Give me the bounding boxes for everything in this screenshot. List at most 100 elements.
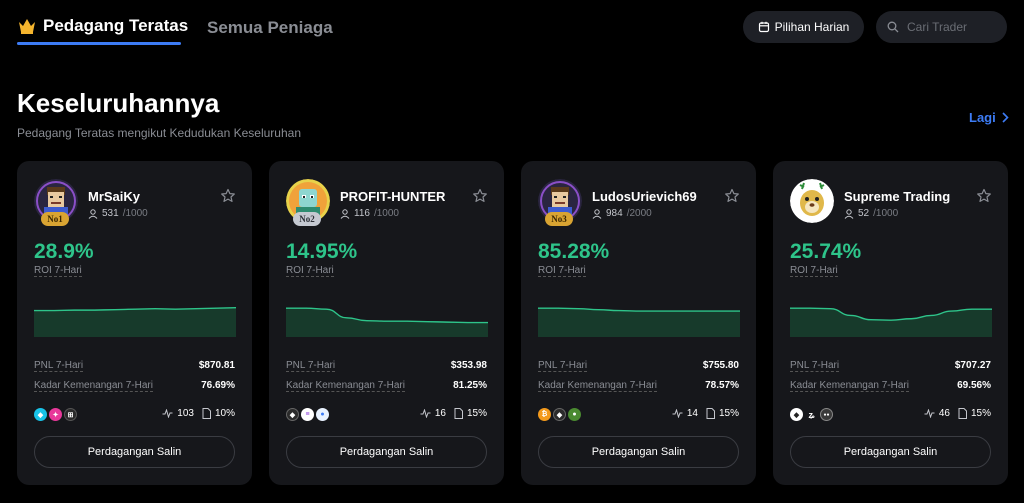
pnl-value: $870.81 <box>198 360 235 371</box>
pnl-label: PNL 7-Hari <box>538 360 588 372</box>
roi-label: ROI 7-Hari <box>34 265 82 277</box>
trade-stats: 16 15% <box>420 408 487 419</box>
pepe-icon: ● <box>568 408 581 421</box>
sparkline-line <box>34 307 236 312</box>
follower-max: /1000 <box>373 208 399 219</box>
sparkline-line <box>790 307 992 321</box>
win-rate-value: 81.25% <box>453 380 487 391</box>
pnl-label: PNL 7-Hari <box>34 360 84 372</box>
activity-icon <box>162 409 173 418</box>
roi-sparkline <box>790 307 992 337</box>
win-rate-label: Kadar Kemenangan 7-Hari <box>34 380 153 392</box>
trader-name[interactable]: LudosUrievich69 <box>592 189 697 204</box>
rank-badge: No1 <box>41 212 69 226</box>
star-icon[interactable] <box>976 188 992 204</box>
daily-picks-label: Pilihan Harian <box>774 20 850 34</box>
user-icon <box>844 208 854 219</box>
trader-name[interactable]: Supreme Trading <box>844 189 951 204</box>
active-tab-indicator <box>17 42 181 45</box>
profit-share: 15% <box>970 408 991 419</box>
sparkline-area <box>286 308 488 337</box>
copy-trade-button[interactable]: Perdagangan Salin <box>538 436 739 468</box>
win-rate-label: Kadar Kemenangan 7-Hari <box>538 380 657 392</box>
rank-badge: No3 <box>545 212 573 226</box>
win-rate-value: 78.57% <box>705 380 739 391</box>
activity-icon <box>672 409 683 418</box>
solana-icon: ≡ <box>301 408 314 421</box>
ethereum-icon: ◆ <box>286 408 299 421</box>
trade-count: 103 <box>177 408 194 419</box>
copy-trade-button[interactable]: Perdagangan Salin <box>286 436 487 468</box>
sparkline-line <box>538 307 740 312</box>
follower-count: 531/1000 <box>88 208 148 219</box>
pnl-value: $353.98 <box>450 360 487 371</box>
win-rate-value: 69.56% <box>957 380 991 391</box>
sparkline-area <box>34 307 236 337</box>
trade-stats: 46 15% <box>924 408 991 419</box>
calendar-icon <box>758 21 769 33</box>
follower-max: /1000 <box>873 208 899 219</box>
section-title: Keseluruhannya <box>17 88 220 118</box>
trader-card[interactable]: No1 MrSaiKy 531/1000 28.9% ROI 7-Hari PN… <box>17 161 252 485</box>
coin-list: ₿ ◆ ● <box>538 408 581 421</box>
search-box[interactable] <box>876 11 1007 43</box>
trader-card[interactable]: No3 LudosUrievich69 984/2000 85.28% ROI … <box>521 161 756 485</box>
document-icon <box>706 408 715 419</box>
follower-count: 52/1000 <box>844 208 898 219</box>
top-nav: Pedagang Teratas Semua Peniaga Pilihan H… <box>0 0 1024 56</box>
roi-sparkline <box>34 307 236 337</box>
trade-count: 14 <box>686 408 698 419</box>
chevron-right-icon <box>1002 112 1009 123</box>
trade-stats: 103 10% <box>162 408 235 419</box>
coin-list: ◆ ʑ ●● <box>790 408 833 421</box>
water-drop-icon: ● <box>316 408 329 421</box>
trade-stats: 14 15% <box>672 408 739 419</box>
roi-value: 85.28% <box>538 240 610 263</box>
roi-sparkline <box>286 307 488 337</box>
trader-name[interactable]: MrSaiKy <box>88 189 141 204</box>
roi-label: ROI 7-Hari <box>790 265 838 277</box>
pink-token-icon: ✦ <box>49 408 62 421</box>
user-icon <box>592 208 602 219</box>
trade-count: 46 <box>938 408 950 419</box>
tab-top-traders[interactable]: Pedagang Teratas <box>17 16 188 36</box>
more-link[interactable]: Lagi <box>969 110 1009 125</box>
copy-trade-button[interactable]: Perdagangan Salin <box>34 436 235 468</box>
follower-current: 531 <box>102 208 119 219</box>
activity-icon <box>420 409 431 418</box>
user-icon <box>340 208 350 219</box>
trader-card[interactable]: No2 PROFIT-HUNTER 116/1000 14.95% ROI 7-… <box>269 161 504 485</box>
profit-share: 15% <box>718 408 739 419</box>
follower-current: 52 <box>858 208 870 219</box>
follower-current: 984 <box>606 208 623 219</box>
coin-list: ◆ ≡ ● <box>286 408 329 421</box>
trader-name[interactable]: PROFIT-HUNTER <box>340 189 446 204</box>
document-icon <box>958 408 967 419</box>
follower-max: /1000 <box>122 208 148 219</box>
roi-value: 28.9% <box>34 240 94 263</box>
toncoin-icon: ◆ <box>34 408 47 421</box>
crown-icon <box>19 19 35 34</box>
star-icon[interactable] <box>220 188 236 204</box>
section-subtitle: Pedagang Teratas mengikut Kedudukan Kese… <box>17 126 301 140</box>
bitcoin-icon: ₿ <box>538 408 551 421</box>
star-icon[interactable] <box>472 188 488 204</box>
pnl-label: PNL 7-Hari <box>286 360 336 372</box>
star-icon[interactable] <box>724 188 740 204</box>
profit-share: 10% <box>214 408 235 419</box>
trader-card[interactable]: Supreme Trading 52/1000 25.74% ROI 7-Har… <box>773 161 1008 485</box>
activity-icon <box>924 409 935 418</box>
pnl-value: $707.27 <box>954 360 991 371</box>
ethereum-icon: ◆ <box>553 408 566 421</box>
sparkline-area <box>790 308 992 337</box>
daily-picks-button[interactable]: Pilihan Harian <box>743 11 864 43</box>
tab-all-traders[interactable]: Semua Peniaga <box>207 18 333 37</box>
pnl-label: PNL 7-Hari <box>790 360 840 372</box>
roi-label: ROI 7-Hari <box>286 265 334 277</box>
pnl-value: $755.80 <box>702 360 739 371</box>
sparkline-area <box>538 308 740 337</box>
copy-trade-button[interactable]: Perdagangan Salin <box>790 436 991 468</box>
win-rate-label: Kadar Kemenangan 7-Hari <box>286 380 405 392</box>
trade-count: 16 <box>434 408 446 419</box>
search-input[interactable] <box>905 19 1004 35</box>
